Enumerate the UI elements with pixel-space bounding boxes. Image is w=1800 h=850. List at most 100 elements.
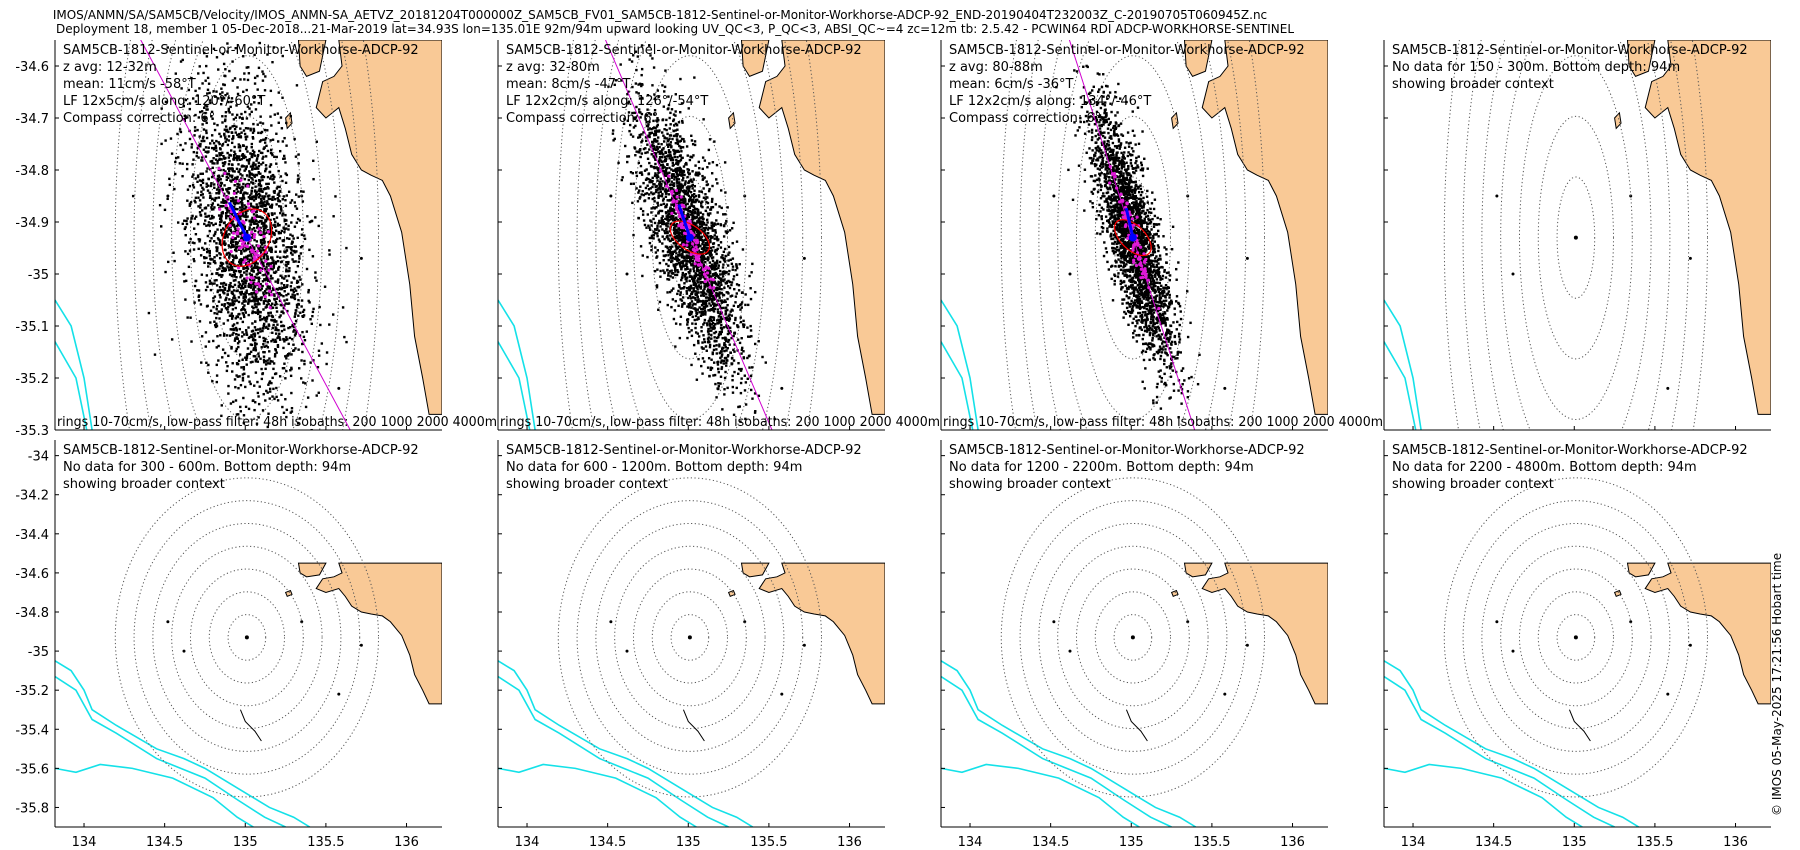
scatter-point <box>681 186 684 189</box>
scatter-point <box>166 46 169 49</box>
scatter-point <box>291 241 294 244</box>
scatter-point <box>664 168 668 172</box>
scatter-point <box>231 308 235 311</box>
scatter-point <box>710 236 714 239</box>
scatter-point <box>687 189 691 193</box>
scatter-point <box>267 314 270 317</box>
scatter-point <box>279 274 282 277</box>
scatter-point <box>218 223 222 227</box>
scatter-point <box>251 338 255 342</box>
scatter-point <box>232 279 236 282</box>
lowpass-point <box>256 244 261 248</box>
scatter-point <box>228 167 231 170</box>
scatter-point <box>652 147 655 151</box>
speed-ring-30 <box>632 55 747 420</box>
scatter-point <box>186 316 189 319</box>
scatter-point <box>212 171 216 174</box>
scatter-point <box>681 146 685 149</box>
scatter-point <box>286 338 289 341</box>
scatter-point <box>687 209 690 212</box>
scatter-point <box>667 274 670 277</box>
scatter-point <box>224 212 228 215</box>
scatter-point <box>238 291 242 294</box>
scatter-point <box>719 246 723 249</box>
scatter-point <box>675 180 679 183</box>
scatter-point <box>665 227 668 231</box>
scatter-point <box>163 208 167 212</box>
scatter-point <box>225 216 228 220</box>
scatter-point <box>715 267 718 271</box>
scatter-point <box>210 146 214 150</box>
scatter-point <box>208 224 211 227</box>
scatter-point <box>234 46 237 50</box>
scatter-point <box>683 250 686 253</box>
scatter-point <box>712 348 716 352</box>
scatter-point <box>227 305 230 309</box>
scatter-point <box>273 212 276 215</box>
scatter-point <box>696 221 699 224</box>
scatter-point <box>230 197 233 200</box>
scatter-point <box>682 245 685 248</box>
scatter-point <box>257 220 261 224</box>
scatter-point <box>261 409 265 412</box>
scatter-point <box>713 264 716 268</box>
scatter-point <box>717 367 720 371</box>
scatter-point <box>726 386 729 390</box>
scatter-point <box>239 383 243 387</box>
scatter-point <box>246 267 250 270</box>
scatter-point <box>228 262 231 266</box>
scatter-point <box>214 222 217 225</box>
scatter-point <box>260 298 263 301</box>
scatter-point <box>265 265 268 269</box>
scatter-point <box>654 162 657 166</box>
scatter-point <box>266 300 269 303</box>
scatter-point <box>240 335 244 338</box>
scatter-point <box>264 279 267 282</box>
scatter-point <box>280 293 283 297</box>
scatter-point <box>658 261 662 265</box>
scatter-point <box>277 267 280 270</box>
scatter-point <box>700 256 703 260</box>
scatter-point <box>710 333 713 337</box>
deployment-info: Deployment 18, member 1 05-Dec-2018...21… <box>55 22 1295 36</box>
scatter-point <box>233 339 237 342</box>
scatter-point <box>223 288 227 291</box>
scatter-point <box>681 238 685 241</box>
scatter-point <box>266 149 270 153</box>
lowpass-point <box>254 290 259 294</box>
scatter-point <box>663 128 666 131</box>
scatter-point <box>661 215 664 218</box>
scatter-point <box>714 286 717 290</box>
scatter-point <box>262 227 266 231</box>
scatter-point <box>285 279 289 282</box>
scatter-point <box>681 189 684 193</box>
scatter-point <box>218 132 221 136</box>
scatter-point <box>688 286 691 289</box>
scatter-point <box>193 217 197 220</box>
scatter-point <box>729 310 732 313</box>
scatter-point <box>256 88 259 91</box>
scatter-point <box>216 237 220 240</box>
scatter-point <box>238 206 242 209</box>
scatter-point <box>700 364 703 368</box>
scatter-point <box>689 197 692 200</box>
scatter-point <box>275 203 278 206</box>
scatter-point <box>243 227 246 231</box>
scatter-point <box>693 184 697 188</box>
scatter-point <box>213 324 217 327</box>
scatter-point <box>226 151 229 155</box>
scatter-point <box>210 203 214 207</box>
scatter-point <box>245 66 248 69</box>
scatter-point <box>208 254 212 257</box>
scatter-point <box>275 187 279 190</box>
scatter-point <box>668 270 672 273</box>
scatter-point <box>296 292 299 296</box>
scatter-point <box>283 299 286 302</box>
scatter-point <box>255 166 258 169</box>
scatter-point <box>266 341 269 344</box>
scatter-point <box>247 162 251 165</box>
scatter-point <box>252 173 255 177</box>
scatter-point <box>684 180 687 183</box>
scatter-point <box>269 359 272 363</box>
scatter-point <box>219 178 222 181</box>
